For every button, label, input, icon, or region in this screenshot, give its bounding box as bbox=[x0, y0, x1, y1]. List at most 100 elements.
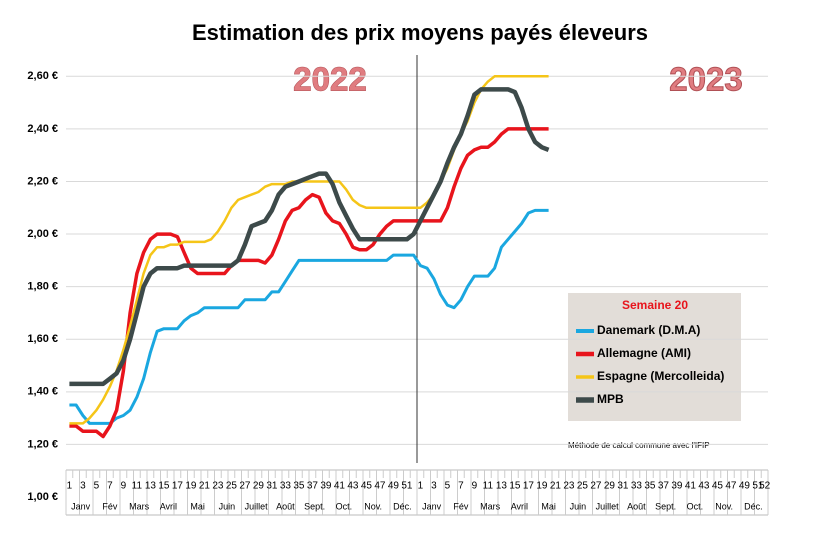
x-tick-label: 1 bbox=[418, 481, 424, 492]
x-tick-label: 19 bbox=[536, 481, 548, 492]
x-tick-label: 13 bbox=[145, 481, 157, 492]
series-line bbox=[69, 87, 550, 387]
month-label: Juillet bbox=[245, 501, 269, 511]
month-label: Avril bbox=[511, 501, 528, 511]
x-tick-label: 51 bbox=[752, 481, 764, 492]
month-label: Oct. bbox=[687, 501, 704, 511]
month-label: Nov. bbox=[364, 501, 382, 511]
chart-title: Estimation des prix moyens payés éleveur… bbox=[192, 20, 648, 45]
x-tick-label: 5 bbox=[94, 481, 100, 492]
series-line bbox=[69, 75, 549, 425]
month-label: Fév bbox=[102, 501, 118, 511]
month-label: Déc. bbox=[744, 501, 763, 511]
month-label: Juin bbox=[219, 501, 236, 511]
x-tick-label: 23 bbox=[563, 481, 575, 492]
x-tick-label: 29 bbox=[253, 481, 265, 492]
x-tick-label: 27 bbox=[590, 481, 602, 492]
x-tick-label: 21 bbox=[199, 481, 211, 492]
y-tick-label: 1,60 € bbox=[27, 333, 58, 345]
x-tick-label: 52 bbox=[759, 481, 771, 492]
series-line bbox=[69, 127, 549, 439]
month-label: Janv bbox=[422, 501, 442, 511]
month-label: Avril bbox=[160, 501, 177, 511]
x-tick-label: 31 bbox=[617, 481, 629, 492]
x-tick-label: 37 bbox=[658, 481, 670, 492]
x-tick-label: 15 bbox=[509, 481, 521, 492]
month-label: Sept. bbox=[304, 501, 325, 511]
x-tick-label: 21 bbox=[550, 481, 562, 492]
y-tick-label: 2,20 € bbox=[27, 175, 58, 187]
month-label: Juillet bbox=[596, 501, 620, 511]
month-label: Août bbox=[627, 501, 646, 511]
x-tick-label: 51 bbox=[401, 481, 413, 492]
x-tick-label: 17 bbox=[523, 481, 535, 492]
x-tick-label: 47 bbox=[725, 481, 737, 492]
x-tick-label: 13 bbox=[496, 481, 508, 492]
x-tick-label: 5 bbox=[445, 481, 451, 492]
x-tick-label: 15 bbox=[158, 481, 170, 492]
x-tick-label: 35 bbox=[293, 481, 305, 492]
x-tick-label: 25 bbox=[577, 481, 589, 492]
x-tick-label: 33 bbox=[631, 481, 643, 492]
month-label: Janv bbox=[71, 501, 91, 511]
x-tick-label: 41 bbox=[685, 481, 697, 492]
y-tick-label: 2,60 € bbox=[27, 70, 58, 82]
x-tick-label: 45 bbox=[712, 481, 724, 492]
x-tick-label: 7 bbox=[458, 481, 464, 492]
month-label: Oct. bbox=[336, 501, 353, 511]
month-label: Nov. bbox=[715, 501, 733, 511]
y-tick-label: 1,20 € bbox=[27, 438, 58, 450]
x-tick-label: 37 bbox=[307, 481, 319, 492]
year-label: 2023 bbox=[669, 61, 742, 98]
x-tick-label: 49 bbox=[388, 481, 400, 492]
x-tick-label: 17 bbox=[172, 481, 184, 492]
y-tick-label: 2,00 € bbox=[27, 228, 58, 240]
x-tick-label: 3 bbox=[431, 481, 437, 492]
x-tick-label: 43 bbox=[698, 481, 710, 492]
note: Méthode de calcul commune avec l'IFIP bbox=[568, 441, 710, 450]
month-label: Sept. bbox=[655, 501, 676, 511]
year-label: 2022 bbox=[293, 61, 366, 98]
legend-title: Semaine 20 bbox=[622, 298, 688, 312]
x-tick-label: 23 bbox=[212, 481, 224, 492]
x-tick-label: 11 bbox=[483, 481, 494, 492]
month-label: Août bbox=[276, 501, 295, 511]
x-tick-label: 29 bbox=[604, 481, 616, 492]
x-tick-label: 27 bbox=[239, 481, 251, 492]
month-label: Mars bbox=[480, 501, 500, 511]
x-tick-label: 25 bbox=[226, 481, 238, 492]
x-tick-label: 49 bbox=[739, 481, 751, 492]
month-label: Mai bbox=[190, 501, 205, 511]
x-tick-label: 39 bbox=[320, 481, 332, 492]
y-tick-label: 1,80 € bbox=[27, 281, 58, 293]
x-tick-label: 19 bbox=[185, 481, 197, 492]
x-tick-label: 39 bbox=[671, 481, 683, 492]
legend-label: MPB bbox=[597, 392, 624, 406]
x-tick-label: 7 bbox=[107, 481, 113, 492]
x-tick-label: 35 bbox=[644, 481, 656, 492]
x-tick-label: 1 bbox=[67, 481, 73, 492]
month-label: Fév bbox=[453, 501, 469, 511]
y-tick-label: 2,40 € bbox=[27, 123, 58, 135]
month-label: Mai bbox=[541, 501, 556, 511]
x-tick-label: 3 bbox=[80, 481, 86, 492]
month-label: Juin bbox=[570, 501, 587, 511]
legend-label: Espagne (Mercolleida) bbox=[597, 369, 724, 383]
y-tick-label: 1,00 € bbox=[27, 491, 58, 503]
x-tick-label: 45 bbox=[361, 481, 373, 492]
y-tick-label: 1,40 € bbox=[27, 386, 58, 398]
legend-box bbox=[568, 293, 741, 421]
series-line bbox=[69, 208, 549, 425]
x-tick-label: 31 bbox=[266, 481, 278, 492]
x-tick-label: 43 bbox=[347, 481, 359, 492]
legend-label: Allemagne (AMI) bbox=[597, 346, 691, 360]
legend-label: Danemark (D.M.A) bbox=[597, 323, 700, 337]
month-label: Déc. bbox=[393, 501, 412, 511]
month-label: Mars bbox=[129, 501, 149, 511]
x-tick-label: 47 bbox=[374, 481, 386, 492]
x-tick-label: 33 bbox=[280, 481, 292, 492]
x-tick-label: 11 bbox=[132, 481, 143, 492]
x-tick-label: 9 bbox=[472, 481, 478, 492]
x-tick-label: 41 bbox=[334, 481, 346, 492]
